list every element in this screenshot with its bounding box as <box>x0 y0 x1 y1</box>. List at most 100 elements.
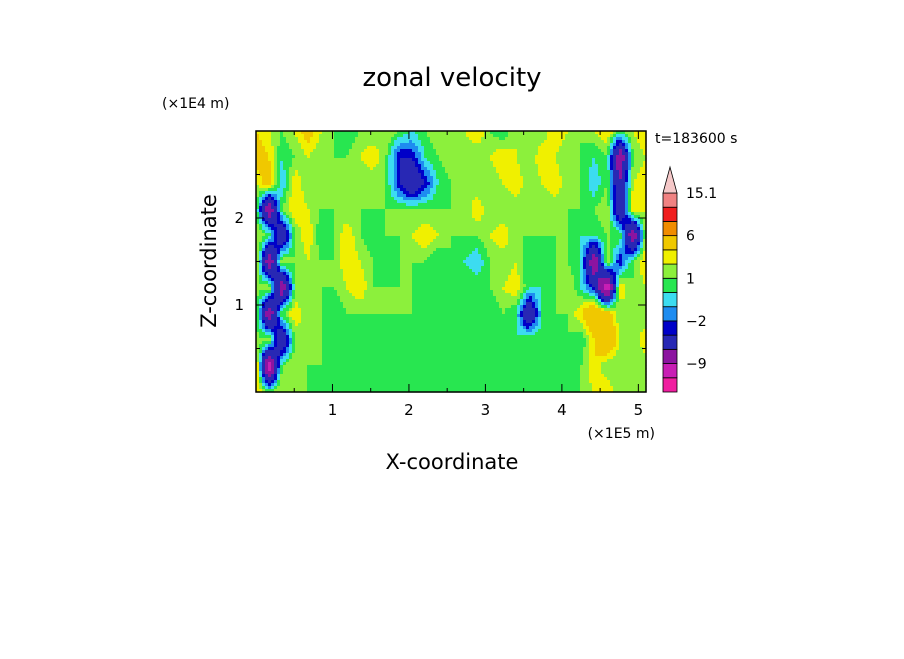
field-cell <box>568 320 581 324</box>
chart-title: zonal velocity <box>362 63 541 93</box>
field-cell <box>322 311 347 315</box>
field-cell <box>583 245 590 249</box>
field-cell <box>262 362 266 366</box>
field-cell <box>610 146 614 150</box>
field-cell <box>523 317 536 321</box>
field-cell <box>406 203 419 207</box>
field-cell <box>568 254 581 258</box>
field-cell <box>346 308 413 312</box>
field-cell <box>556 152 581 156</box>
field-cell <box>601 182 611 186</box>
field-cell <box>424 152 437 156</box>
field-cell <box>631 152 635 156</box>
field-cell <box>517 308 521 312</box>
field-cell <box>490 281 506 285</box>
x-tick-label: 3 <box>481 401 491 419</box>
field-cell <box>256 143 263 147</box>
field-cell <box>280 287 287 291</box>
field-cell <box>436 173 449 177</box>
field-cell <box>280 365 284 369</box>
field-cell <box>517 311 521 315</box>
field-cell <box>583 323 587 327</box>
field-cell <box>589 290 596 294</box>
field-cell <box>427 245 452 249</box>
field-cell <box>433 194 452 198</box>
field-cell <box>271 293 275 297</box>
field-cell <box>568 248 581 252</box>
field-cell <box>532 296 536 300</box>
colorbar-label: −2 <box>686 314 707 330</box>
field-cell <box>283 188 290 192</box>
field-cell <box>256 218 260 222</box>
field-cell <box>643 251 647 255</box>
field-cell <box>631 221 635 225</box>
field-cell <box>286 335 290 339</box>
field-cell <box>490 284 506 288</box>
field-cell <box>490 266 515 270</box>
field-cell <box>628 197 632 201</box>
field-cell <box>523 236 557 240</box>
field-cell <box>421 143 434 147</box>
field-cell <box>613 164 617 168</box>
field-cell <box>265 266 269 270</box>
field-cell <box>619 329 644 333</box>
field-cell <box>616 275 620 279</box>
field-cell <box>556 293 578 297</box>
field-cell <box>568 242 581 246</box>
field-cell <box>451 179 503 183</box>
field-cell <box>619 344 641 348</box>
field-cell <box>631 161 635 165</box>
field-cell <box>400 164 416 168</box>
field-cell <box>634 272 641 276</box>
field-cell <box>613 206 617 210</box>
field-cell <box>292 176 302 180</box>
field-cell <box>286 326 290 330</box>
field-cell <box>310 215 320 219</box>
field-cell <box>361 227 386 231</box>
field-cell <box>550 191 560 195</box>
field-cell <box>373 260 401 264</box>
field-cell <box>580 248 584 252</box>
field-cell <box>277 221 284 225</box>
field-cell <box>388 173 395 177</box>
field-cell <box>316 146 335 150</box>
field-cell <box>259 209 263 213</box>
field-cell <box>625 188 629 192</box>
field-cell <box>481 257 491 261</box>
field-cell <box>289 188 293 192</box>
field-cell <box>580 380 590 384</box>
field-cell <box>262 272 266 276</box>
field-cell <box>394 167 398 171</box>
field-cell <box>433 167 446 171</box>
field-cell <box>538 299 542 303</box>
field-cell <box>424 173 431 177</box>
field-cell <box>580 173 590 177</box>
field-cell <box>622 245 626 249</box>
field-cell <box>310 140 320 144</box>
field-cell <box>625 245 629 249</box>
field-cell <box>385 188 392 192</box>
field-cell <box>355 248 368 252</box>
colorbar-swatch <box>662 192 678 208</box>
field-cell <box>298 305 323 309</box>
field-cell <box>415 161 419 165</box>
field-cell <box>511 269 518 273</box>
field-cell <box>628 188 632 192</box>
field-cell <box>412 308 503 312</box>
field-cell <box>601 179 611 183</box>
field-cell <box>364 272 374 276</box>
field-cell <box>262 329 266 333</box>
field-cell <box>265 377 275 381</box>
field-cell <box>271 161 275 165</box>
field-cell <box>313 236 317 240</box>
field-cell <box>421 197 434 201</box>
field-cell <box>607 197 611 201</box>
field-cell <box>262 311 266 315</box>
field-cell <box>496 167 521 171</box>
field-cell <box>520 188 548 192</box>
field-cell <box>289 251 296 255</box>
field-cell <box>259 311 263 315</box>
field-cell <box>619 257 623 261</box>
field-cell <box>490 158 518 162</box>
field-cell <box>625 191 629 195</box>
